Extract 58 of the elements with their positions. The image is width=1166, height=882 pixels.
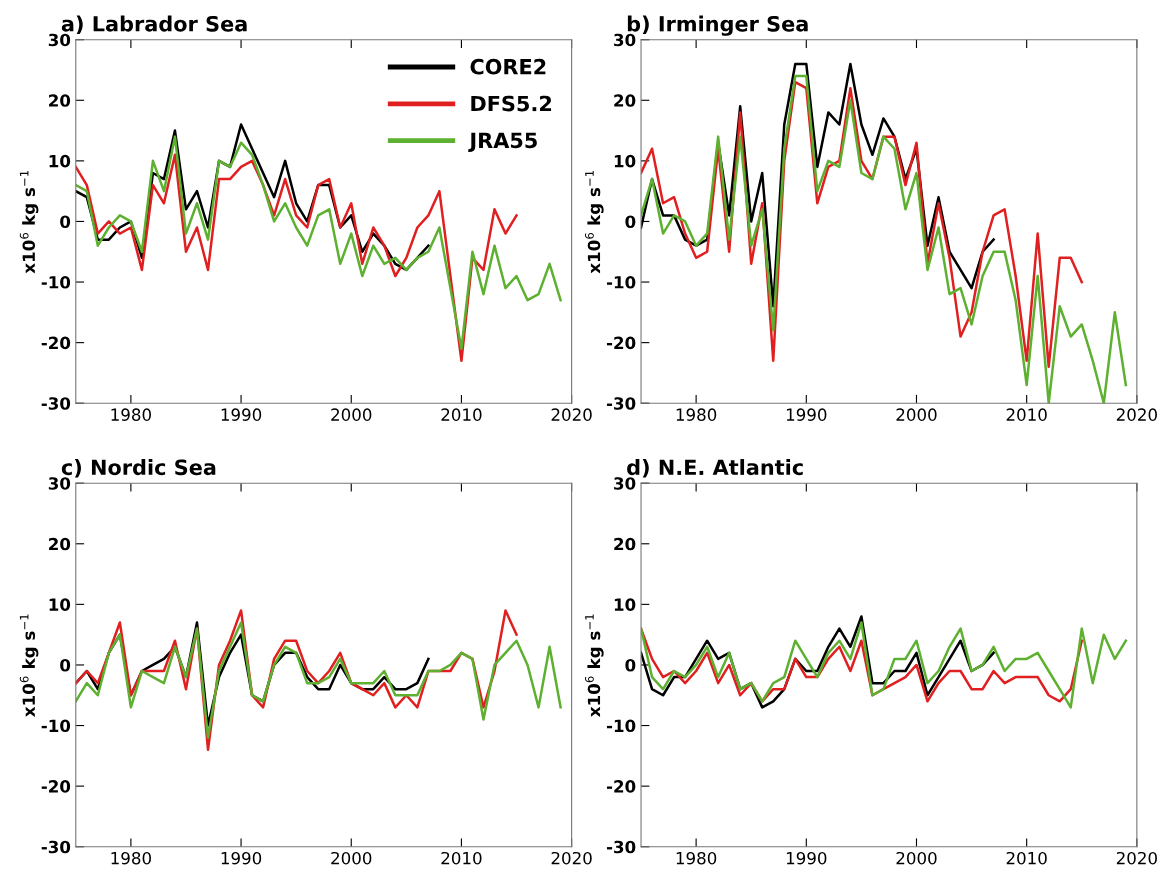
x-tick-label: 1990: [786, 851, 827, 865]
y-tick-label: 10: [49, 154, 71, 168]
y-tick-label: 20: [614, 537, 636, 551]
y-tick-label: -10: [606, 719, 636, 733]
y-tick-label: -20: [41, 336, 71, 350]
y-tick-label: 30: [614, 477, 636, 490]
y-axis-title: x10$^{6}$ kg s$^{−1}$: [19, 170, 39, 274]
y-tick-label: 30: [48, 477, 71, 490]
x-tick-label: 2020: [551, 408, 592, 421]
y-tick-label: -30: [606, 840, 636, 854]
y-tick-label: 0: [60, 215, 71, 229]
x-tick-label: 1980: [111, 408, 151, 421]
x-tick-label: 2010: [441, 408, 482, 421]
y-axis-title: x10$^{6}$ kg s$^{−1}$: [585, 614, 604, 717]
x-tick-label: 1990: [221, 408, 262, 421]
y-tick-label: -20: [606, 336, 636, 350]
x-tick-label: 2020: [551, 851, 592, 865]
y-tick-label: 10: [49, 598, 71, 611]
y-tick-label: 20: [49, 537, 71, 551]
y-tick-label: 30: [48, 33, 71, 47]
x-tick-label: 2000: [331, 408, 372, 421]
y-tick-label: 0: [60, 658, 71, 672]
x-tick-label: 2020: [1116, 851, 1157, 865]
x-tick-label: 2000: [896, 408, 937, 421]
legend-label: DFS5.2: [471, 95, 552, 112]
legend-label: JRA55: [468, 132, 537, 153]
y-axis-title: x10$^{6}$ kg s$^{−1}$: [585, 170, 604, 274]
x-tick-label: 1990: [221, 851, 262, 865]
x-tick-label: 1990: [786, 408, 827, 421]
chart-title: c) Nordic Sea: [61, 459, 216, 478]
x-tick-label: 2020: [1116, 408, 1157, 421]
x-tick-label: 2010: [441, 851, 482, 865]
x-tick-label: 2000: [896, 851, 937, 865]
y-tick-label: -30: [41, 397, 71, 410]
y-tick-label: -30: [606, 397, 636, 410]
y-tick-label: 30: [614, 33, 636, 47]
chart-title: a) Labrador Sea: [61, 15, 247, 35]
chart-title: d) N.E. Atlantic: [627, 459, 803, 478]
y-tick-label: -20: [41, 780, 71, 793]
y-tick-label: 0: [625, 658, 636, 672]
y-axis-title: x10$^{6}$ kg s$^{−1}$: [19, 614, 39, 717]
y-tick-label: 10: [614, 154, 636, 168]
y-tick-label: 20: [614, 94, 636, 107]
y-tick-label: -20: [606, 780, 636, 793]
y-tick-label: -30: [41, 840, 71, 854]
y-tick-label: 10: [614, 598, 636, 611]
y-tick-label: -10: [41, 276, 71, 289]
x-tick-label: 2010: [1006, 851, 1047, 865]
x-tick-label: 1980: [676, 851, 717, 865]
x-tick-label: 1980: [111, 851, 151, 865]
legend-label: CORE2: [470, 58, 546, 75]
x-tick-label: 2010: [1006, 408, 1047, 421]
x-tick-label: 2000: [331, 851, 372, 865]
x-tick-label: 1980: [676, 408, 717, 421]
y-tick-label: 20: [49, 94, 71, 107]
y-tick-label: -10: [606, 276, 636, 289]
y-tick-label: 0: [625, 215, 636, 229]
y-tick-label: -10: [41, 719, 71, 733]
